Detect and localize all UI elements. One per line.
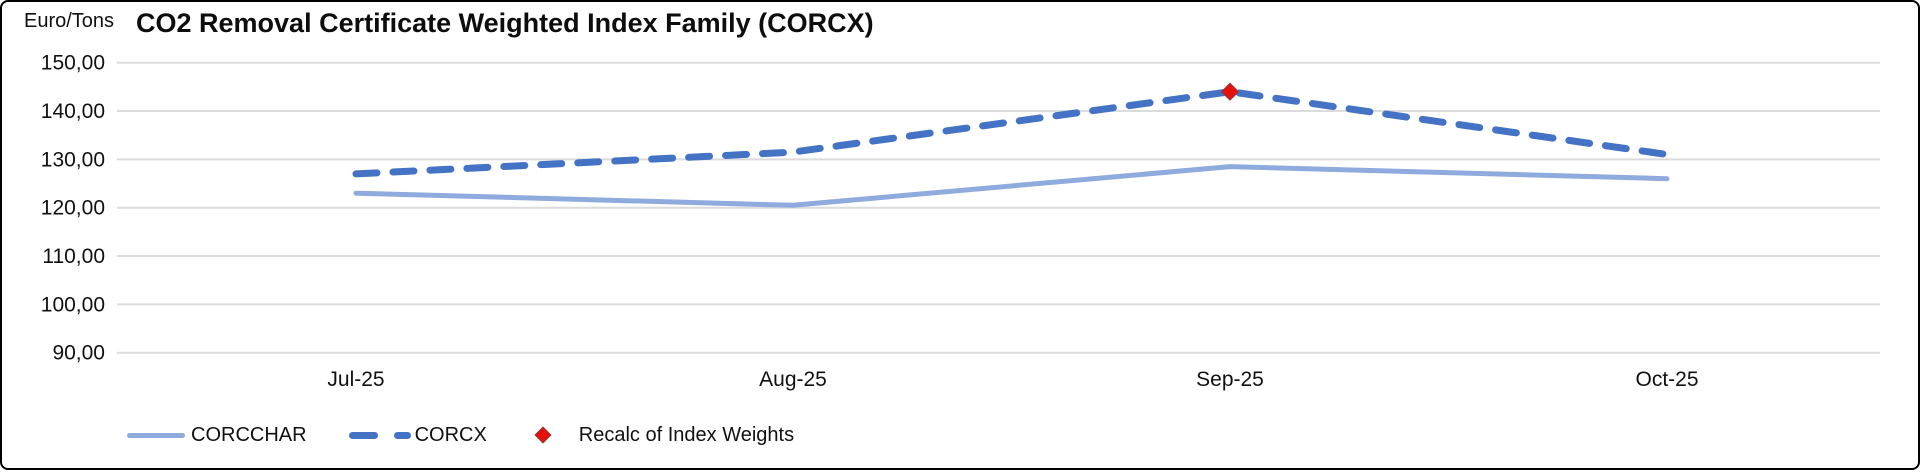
svg-text:Jul-25: Jul-25 [327,368,384,391]
legend-label-corcx: CORCX [414,423,487,446]
svg-text:120,00: 120,00 [41,197,105,220]
svg-text:Sep-25: Sep-25 [1196,368,1264,391]
legend-item-corcchar: CORCCHAR [127,424,307,447]
y-axis-unit-label: Euro/Tons [24,10,115,32]
corcx-dashed-line-swatch-icon [348,431,411,439]
legend-item-recalc: Recalc of Index Weights [529,424,794,447]
svg-text:150,00: 150,00 [41,52,105,75]
svg-text:Oct-25: Oct-25 [1635,368,1698,391]
legend: CORCCHAR CORCX Recalc of Index Weights [127,420,794,450]
legend-label-recalc: Recalc of Index Weights [578,423,795,446]
svg-text:140,00: 140,00 [41,100,105,123]
svg-text:110,00: 110,00 [42,245,105,268]
svg-text:100,00: 100,00 [41,293,105,316]
svg-text:130,00: 130,00 [41,148,105,171]
svg-text:90,00: 90,00 [52,342,105,365]
chart-title: CO2 Removal Certificate Weighted Index F… [136,8,874,38]
svg-text:Aug-25: Aug-25 [759,368,827,391]
recalc-diamond-marker-icon [534,426,552,444]
corcchar-line-swatch-icon [127,432,185,438]
legend-label-corcchar: CORCCHAR [191,423,307,446]
legend-item-corcx: CORCX [348,423,487,447]
